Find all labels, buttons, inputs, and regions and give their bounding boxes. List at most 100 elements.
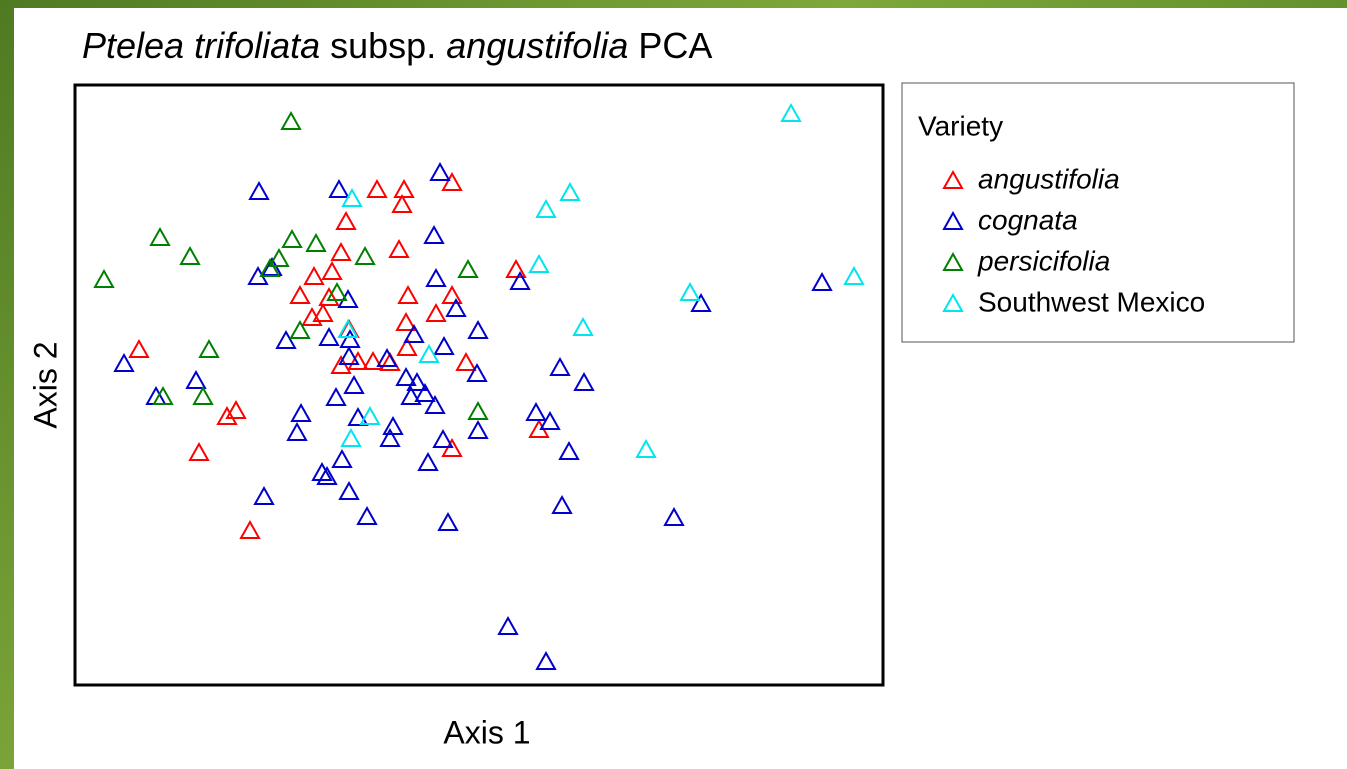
legend-marker	[942, 169, 964, 189]
point	[663, 506, 685, 526]
point	[635, 438, 657, 458]
point	[509, 270, 531, 290]
point	[690, 292, 712, 312]
point	[312, 302, 334, 322]
point	[525, 401, 547, 421]
point	[573, 371, 595, 391]
point	[391, 193, 413, 213]
point	[424, 394, 446, 414]
point	[248, 180, 270, 200]
point	[843, 265, 865, 285]
point	[305, 232, 327, 252]
point	[280, 110, 302, 130]
point	[376, 347, 398, 367]
point	[400, 385, 422, 405]
point	[535, 198, 557, 218]
point	[366, 178, 388, 198]
point	[216, 405, 238, 425]
point	[259, 257, 281, 277]
point	[429, 161, 451, 181]
point	[362, 350, 384, 370]
point	[572, 316, 594, 336]
point	[780, 102, 802, 122]
legend-title: Variety	[918, 110, 1003, 141]
point	[321, 260, 343, 280]
point	[316, 465, 338, 485]
point	[811, 271, 833, 291]
title-part: subsp.	[330, 25, 436, 66]
legend-label: Southwest Mexico	[978, 286, 1205, 317]
point	[268, 247, 290, 267]
point	[335, 210, 357, 230]
point	[437, 511, 459, 531]
point	[441, 171, 463, 191]
point	[356, 505, 378, 525]
point	[432, 428, 454, 448]
point	[445, 297, 467, 317]
point	[225, 399, 247, 419]
point	[343, 374, 365, 394]
y-axis-label: Axis 2	[27, 341, 63, 428]
point	[253, 485, 275, 505]
point	[395, 366, 417, 386]
point	[338, 345, 360, 365]
title-part: PCA	[638, 25, 712, 66]
point	[286, 421, 308, 441]
legend-marker	[942, 251, 964, 271]
point	[338, 480, 360, 500]
point	[414, 382, 436, 402]
point	[340, 427, 362, 447]
point	[505, 258, 527, 278]
legend-label: angustifolia	[978, 163, 1120, 194]
point	[679, 281, 701, 301]
plot-frame	[73, 83, 885, 687]
point	[192, 385, 214, 405]
x-axis-label: Axis 1	[443, 714, 530, 750]
point	[347, 350, 369, 370]
panel	[14, 8, 1347, 769]
point	[466, 362, 488, 382]
point	[397, 284, 419, 304]
point	[339, 328, 361, 348]
point	[388, 238, 410, 258]
point	[457, 258, 479, 278]
point	[328, 178, 350, 198]
legend-marker	[942, 292, 964, 312]
point	[289, 284, 311, 304]
point	[337, 318, 359, 338]
point	[152, 385, 174, 405]
point	[331, 448, 353, 468]
point	[326, 281, 348, 301]
point	[318, 326, 340, 346]
point	[455, 351, 477, 371]
point	[467, 319, 489, 339]
point	[318, 286, 340, 306]
point	[341, 187, 363, 207]
point	[535, 650, 557, 670]
title-part: Ptelea trifoliata	[82, 25, 320, 66]
title-part: angustifolia	[446, 25, 628, 66]
point	[425, 267, 447, 287]
point	[330, 241, 352, 261]
point	[290, 402, 312, 422]
point	[396, 336, 418, 356]
point	[379, 427, 401, 447]
point	[403, 323, 425, 343]
point	[393, 178, 415, 198]
point	[497, 615, 519, 635]
point	[289, 319, 311, 339]
point	[354, 245, 376, 265]
point	[311, 461, 333, 481]
point	[275, 329, 297, 349]
point	[551, 494, 573, 514]
point	[417, 451, 439, 471]
point	[558, 440, 580, 460]
point	[433, 335, 455, 355]
point	[359, 405, 381, 425]
point	[441, 284, 463, 304]
point	[281, 228, 303, 248]
point	[128, 338, 150, 358]
point	[93, 268, 115, 288]
